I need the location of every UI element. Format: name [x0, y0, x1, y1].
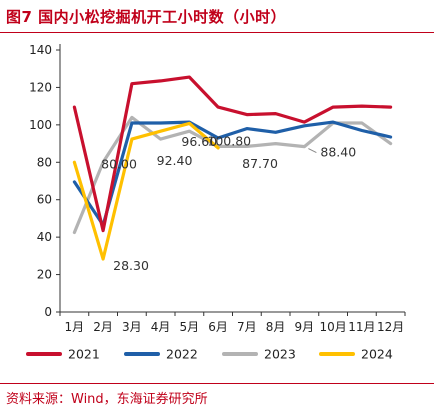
- leader-line: [308, 148, 317, 154]
- y-tick-label: 120: [29, 80, 52, 94]
- y-tick-label: 60: [37, 193, 52, 207]
- data-label: 96.60: [181, 134, 217, 149]
- x-tick-label: 12月: [377, 320, 404, 334]
- data-label: 80.00: [101, 156, 137, 171]
- x-tick-label: 6月: [208, 320, 228, 334]
- data-label: 92.40: [157, 153, 193, 168]
- x-tick-label: 10月: [319, 320, 346, 334]
- series-line-2022: [72, 120, 393, 227]
- x-tick-label: 9月: [295, 320, 315, 334]
- x-tick-label: 8月: [266, 320, 286, 334]
- legend-label-2022: 2022: [166, 347, 198, 362]
- title-rule: [0, 32, 434, 33]
- x-tick-label: 4月: [151, 320, 171, 334]
- legend-label-2023: 2023: [264, 347, 296, 362]
- legend-label-2024: 2024: [361, 347, 393, 362]
- y-tick-label: 80: [37, 155, 52, 169]
- x-tick-label: 11月: [348, 320, 375, 334]
- data-label: 100.80: [207, 133, 251, 148]
- data-label: 28.30: [113, 258, 149, 273]
- x-tick-label: 2月: [93, 320, 113, 334]
- y-tick-label: 40: [37, 230, 52, 244]
- data-label: 87.70: [242, 156, 278, 171]
- y-tick-label: 100: [29, 118, 52, 132]
- series-line-2021: [72, 75, 393, 233]
- figure-title: 图7 国内小松挖掘机开工小时数（小时）: [6, 8, 287, 26]
- source-note: 资料来源：Wind，东海证券研究所: [6, 392, 208, 407]
- x-tick-label: 3月: [122, 320, 142, 334]
- series-line-2024: [72, 121, 220, 261]
- y-tick-label: 0: [44, 305, 52, 319]
- x-tick-label: 1月: [65, 320, 85, 334]
- legend-label-2021: 2021: [68, 347, 100, 362]
- x-tick-label: 7月: [237, 320, 257, 334]
- y-tick-label: 20: [37, 268, 52, 282]
- x-tick-label: 5月: [180, 320, 200, 334]
- y-tick-label: 140: [29, 43, 52, 57]
- source-rule: [0, 383, 434, 384]
- data-label: 88.40: [320, 145, 356, 160]
